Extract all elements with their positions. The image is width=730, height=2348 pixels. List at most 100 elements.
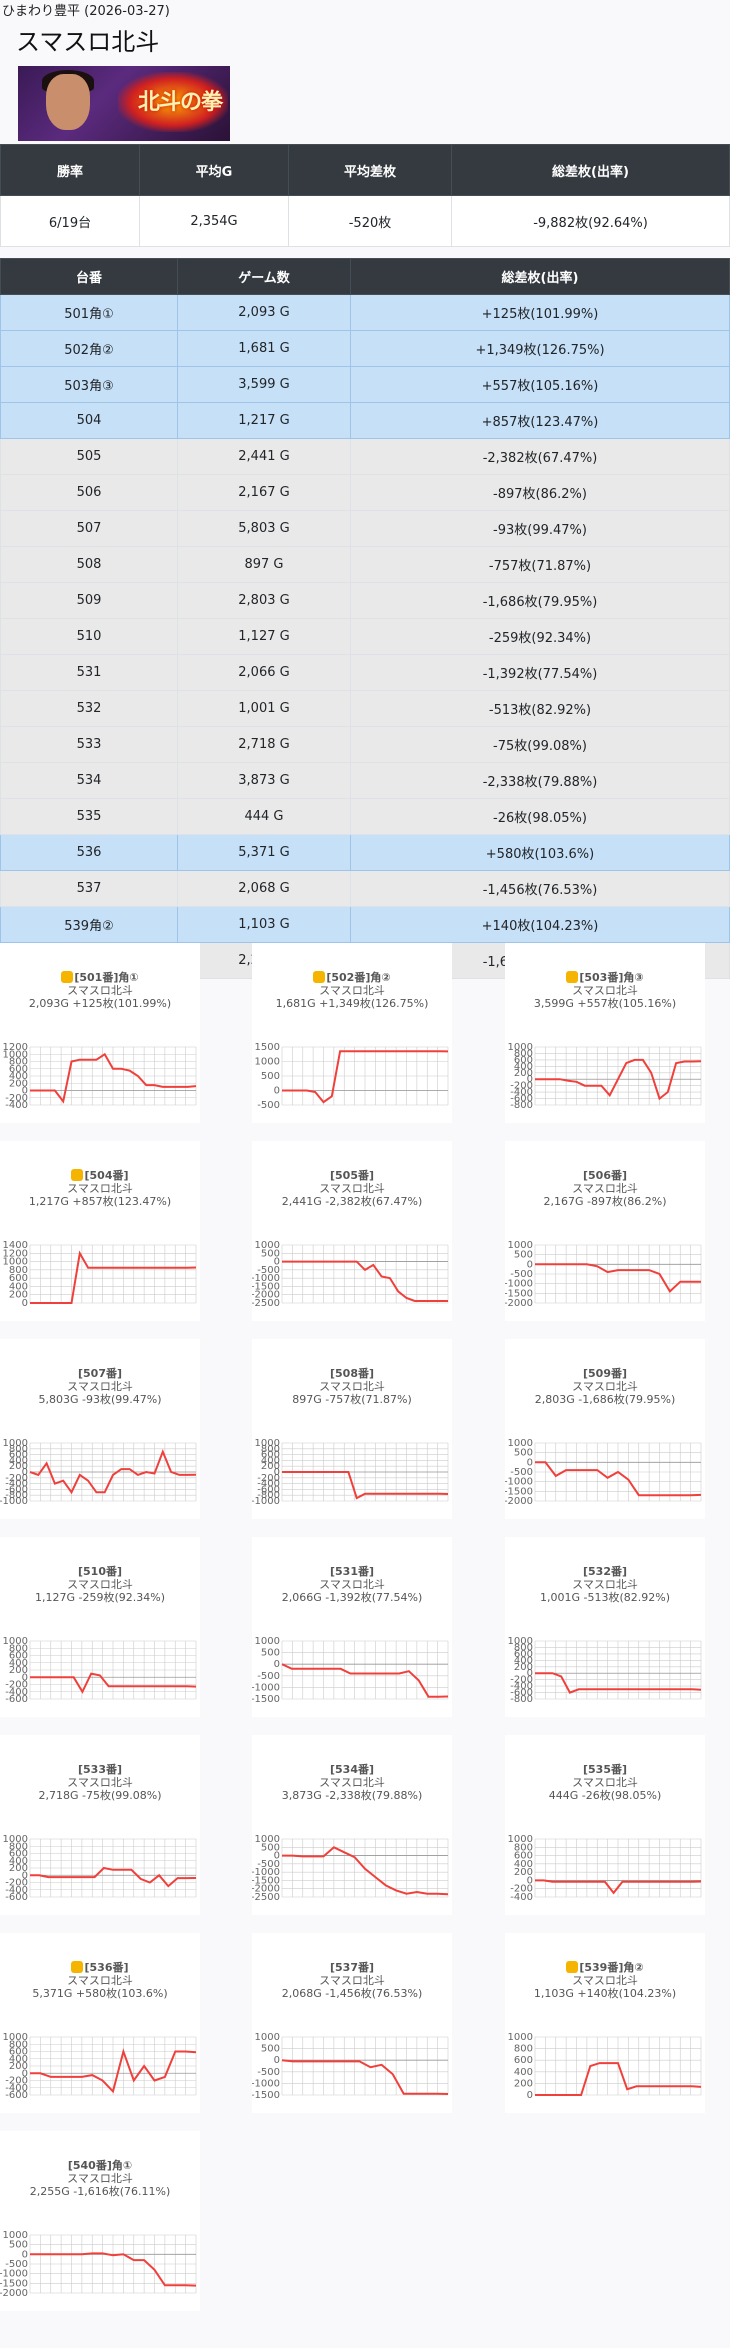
machine-row[interactable]: 508 897 G -757枚(71.87%) [0, 546, 730, 583]
machine-row[interactable]: 533 2,718 G -75枚(99.08%) [0, 726, 730, 763]
machine-row[interactable]: 509 2,803 G -1,686枚(79.95%) [0, 582, 730, 619]
y-tick-label: 600 [514, 1649, 533, 1660]
machine-row[interactable]: 501角① 2,093 G +125枚(101.99%) [0, 294, 730, 331]
machine-chart-card[interactable]: [510番] スマスロ北斗 1,127G -259枚(92.34%) 1000 800 6… [0, 1537, 200, 1717]
machine-row[interactable]: 532 1,001 G -513枚(82.92%) [0, 690, 730, 727]
chart-title-line: [533番] [0, 1763, 200, 1776]
machine-chart-card[interactable]: [504番] スマスロ北斗 1,217G +857枚(123.47%) 1400 120… [0, 1141, 200, 1321]
machine-row[interactable]: 506 2,167 G -897枚(86.2%) [0, 474, 730, 511]
machine-header-diff: 総差枚(出率) [350, 258, 730, 295]
machine-row[interactable]: 536 5,371 G +580枚(103.6%) [0, 834, 730, 871]
chart-label: [504番] [84, 1169, 129, 1182]
machine-games: 2,093 G [177, 294, 351, 331]
chart-model: スマスロ北斗 [67, 1578, 133, 1591]
machine-chart-card[interactable]: [534番] スマスロ北斗 3,873G -2,338枚(79.88%) 1000 50… [252, 1735, 452, 1915]
chart-label: [505番] [329, 1169, 375, 1182]
machine-row[interactable]: 535 444 G -26枚(98.05%) [0, 798, 730, 835]
machine-chart-card[interactable]: [503番]角③ スマスロ北斗 3,599G +557枚(105.16%) 1000 8… [505, 943, 705, 1123]
chart-label: [503番]角③ [579, 971, 644, 984]
chart-model: スマスロ北斗 [67, 984, 133, 997]
machine-chart-card[interactable]: [507番] スマスロ北斗 5,803G -93枚(99.47%) 1000 800 60… [0, 1339, 200, 1519]
chart-label: [507番] [77, 1367, 123, 1380]
machine-chart-card[interactable]: [501番]角① スマスロ北斗 2,093G +125枚(101.99%) 1200 1… [0, 943, 200, 1123]
machine-chart-card[interactable]: [535番] スマスロ北斗 444G -26枚(98.05%) 1000 800 600 4… [505, 1735, 705, 1915]
y-tick-label: 0 [274, 1659, 280, 1670]
machine-chart-card[interactable]: [536番] スマスロ北斗 5,371G +580枚(103.6%) 1000 800 6… [0, 1933, 200, 2113]
machine-header-games: ゲーム数 [177, 258, 351, 295]
y-tick-label: 500 [261, 2044, 280, 2055]
machine-chart-card[interactable]: [531番] スマスロ北斗 2,066G -1,392枚(77.54%) 1000 50… [252, 1537, 452, 1717]
y-tick-label: 1500 [255, 1043, 280, 1053]
y-tick-label: -1500 [505, 1486, 533, 1497]
chart-title-line: [537番] [252, 1961, 452, 1974]
store-date: ひまわり豊平 (2026-03-27) [2, 4, 170, 19]
machine-chart-card[interactable]: [509番] スマスロ北斗 2,803G -1,686枚(79.95%) 1000 50… [505, 1339, 705, 1519]
machine-chart-card[interactable]: [505番] スマスロ北斗 2,441G -2,382枚(67.47%) 1000 50… [252, 1141, 452, 1321]
summary-table: 勝率 平均G 平均差枚 総差枚(出率) 6/19台 2,354G -520枚 -… [0, 144, 730, 247]
machine-chart-card[interactable]: [533番] スマスロ北斗 2,718G -75枚(99.08%) 1000 800 60… [0, 1735, 200, 1915]
machine-row[interactable]: 503角③ 3,599 G +557枚(105.16%) [0, 366, 730, 403]
machine-row[interactable]: 537 2,068 G -1,456枚(76.53%) [0, 870, 730, 907]
y-tick-label: 600 [514, 2055, 533, 2066]
chart-label: [509番] [582, 1367, 628, 1380]
machine-chart-card[interactable]: [537番] スマスロ北斗 2,068G -1,456枚(76.53%) 1000 50… [252, 1933, 452, 2113]
machine-diff: -897枚(86.2%) [350, 474, 730, 511]
y-tick-label: 1000 [3, 1835, 28, 1845]
machine-chart-card[interactable]: [540番]角① スマスロ北斗 2,255G -1,616枚(76.11%) 1000… [0, 2131, 200, 2311]
chart-stats: 5,371G +580枚(103.6%) [32, 1987, 168, 2000]
y-tick-label: -400 [510, 1892, 533, 1903]
machine-diff: -259枚(92.34%) [350, 618, 730, 655]
diff-series-line [30, 2048, 197, 2094]
machine-row[interactable]: 507 5,803 G -93枚(99.47%) [0, 510, 730, 547]
machine-row[interactable]: 534 3,873 G -2,338枚(79.88%) [0, 762, 730, 799]
machine-chart-card[interactable]: [502番]角② スマスロ北斗 1,681G +1,349枚(126.75%) 150… [252, 943, 452, 1123]
y-tick-label: -500 [257, 1100, 280, 1111]
y-tick-label: 500 [514, 1448, 533, 1459]
y-tick-label: -1500 [252, 1875, 280, 1886]
machine-chart-card[interactable]: [506番] スマスロ北斗 2,167G -897枚(86.2%) 1000 500 0-… [505, 1141, 705, 1321]
chart-label: [539番]角② [579, 1961, 644, 1974]
chart-stats: 1,681G +1,349枚(126.75%) [275, 997, 429, 1010]
thumbs-up-icon [71, 1961, 84, 1973]
machine-row[interactable]: 502角② 1,681 G +1,349枚(126.75%) [0, 330, 730, 367]
machine-diff: +580枚(103.6%) [350, 834, 730, 871]
machine-row[interactable]: 531 2,066 G -1,392枚(77.54%) [0, 654, 730, 691]
chart-stats: 2,068G -1,456枚(76.53%) [281, 1987, 423, 2000]
diff-series-line [535, 2062, 702, 2096]
summary-header-avg-games: 平均G [139, 144, 289, 196]
machine-chart-card[interactable]: [539番]角② スマスロ北斗 1,103G +140枚(104.23%) 1000 8… [505, 1933, 705, 2113]
chart-model: スマスロ北斗 [67, 2172, 133, 2185]
chart-label: [533番] [77, 1763, 123, 1776]
machine-chart-card[interactable]: [508番] スマスロ北斗 897G -757枚(71.87%) 1000 800 600… [252, 1339, 452, 1519]
diff-series-line [282, 1846, 449, 1896]
diff-series-line [30, 2252, 197, 2287]
chart-stats: 444G -26枚(98.05%) [548, 1789, 662, 1802]
chart-label: [534番] [329, 1763, 375, 1776]
diff-series-line [281, 1663, 449, 1698]
y-tick-label: 800 [514, 1642, 533, 1653]
y-tick-label: 800 [514, 2044, 533, 2055]
machine-games: 2,066 G [177, 654, 351, 691]
y-tick-label: -2000 [0, 2288, 28, 2299]
y-tick-label: 400 [9, 1281, 28, 1292]
machine-row[interactable]: 510 1,127 G -259枚(92.34%) [0, 618, 730, 655]
machine-chart-card[interactable]: [532番] スマスロ北斗 1,001G -513枚(82.92%) 1000 800 6… [505, 1537, 705, 1717]
chart-title-line: [531番] [252, 1565, 452, 1578]
y-tick-label: -400 [510, 1681, 533, 1692]
y-tick-label: 600 [514, 1851, 533, 1862]
y-tick-label: 800 [9, 1057, 28, 1068]
diff-series-line [535, 1461, 702, 1497]
machine-games: 5,803 G [177, 510, 351, 547]
summary-header-total-diff: 総差枚(出率) [451, 144, 730, 196]
y-tick-label: 1000 [3, 1439, 28, 1449]
machine-row[interactable]: 539角② 1,103 G +140枚(104.23%) [0, 906, 730, 943]
y-tick-label: -600 [5, 1484, 28, 1495]
machine-row[interactable]: 504 1,217 G +857枚(123.47%) [0, 402, 730, 439]
chart-stats: 2,167G -897枚(86.2%) [543, 1195, 667, 1208]
machine-row[interactable]: 505 2,441 G -2,382枚(67.47%) [0, 438, 730, 475]
machine-number: 505 [0, 438, 178, 475]
chart-label: [501番]角① [74, 971, 139, 984]
